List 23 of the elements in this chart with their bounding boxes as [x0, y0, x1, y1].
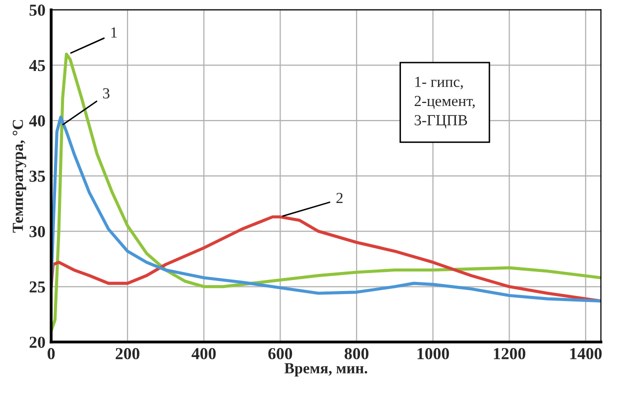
annotation: 1- гипс, 2-цемент, 3-ГЦПВ [414, 76, 475, 128]
x-tick-label: 1400 [570, 348, 602, 360]
line-series [51, 52, 601, 332]
annotation: 1 [111, 27, 117, 38]
x-tick-label: 200 [116, 348, 140, 360]
y-axis-title: Температура, °С [12, 120, 26, 233]
y-tick-label: 30 [30, 226, 45, 238]
x-tick-label: 600 [268, 348, 292, 360]
y-tick-label: 35 [30, 170, 46, 182]
line-series [51, 116, 601, 303]
x-tick-label: 400 [192, 348, 216, 360]
y-tick-label: 45 [29, 60, 46, 72]
y-tick-label: 20 [30, 336, 45, 348]
x-tick-label: 0 [48, 348, 55, 360]
annotation: 3 [103, 88, 110, 98]
x-tick-label: 1200 [494, 348, 526, 360]
y-tick-label: 50 [30, 4, 45, 16]
x-tick-label: 1000 [418, 348, 449, 360]
x-tick-label: 800 [344, 348, 368, 360]
y-tick-label: 40 [29, 115, 45, 127]
y-tick-label: 25 [30, 281, 46, 293]
x-axis-title: Время, мин. [284, 363, 368, 377]
annotation: 2 [336, 192, 343, 203]
